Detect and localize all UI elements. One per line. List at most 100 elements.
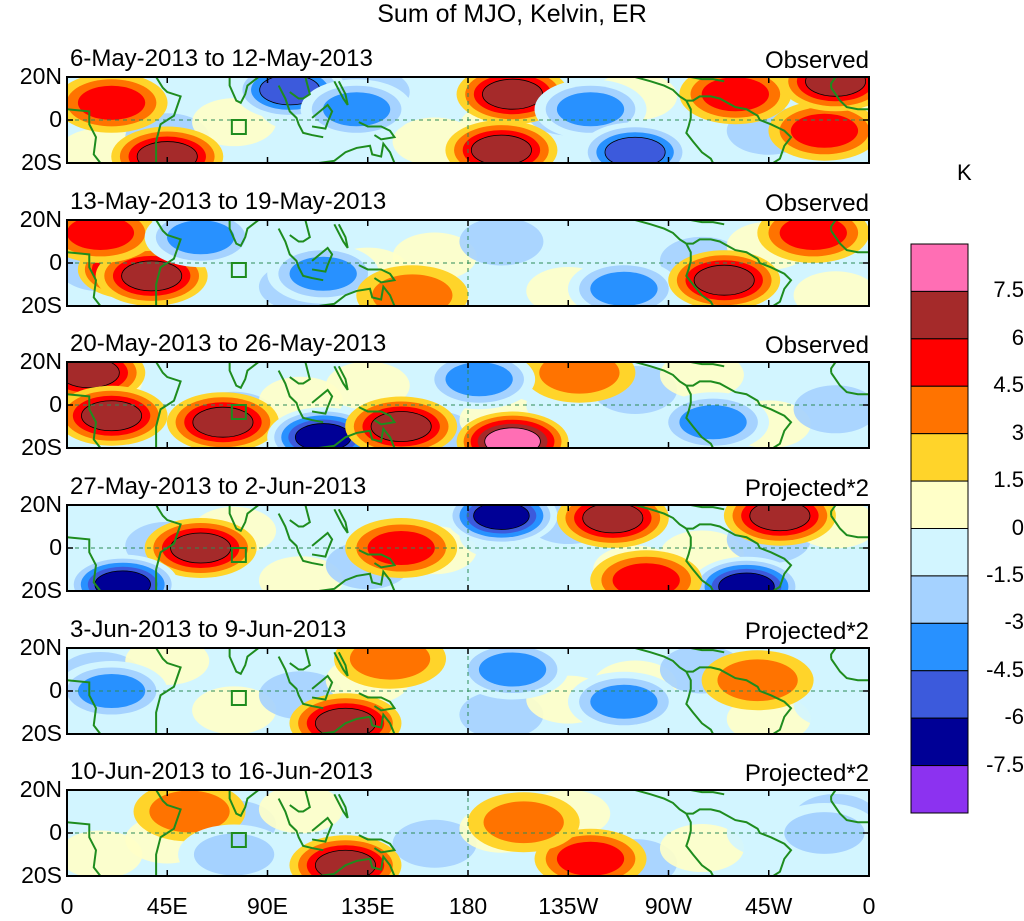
anomaly-anom-9 — [657, 392, 770, 448]
anomaly-anom-8 — [668, 250, 781, 306]
longitude-tick-label: 0 — [862, 893, 876, 919]
coastline — [830, 800, 869, 824]
anomaly-anom-6 — [723, 505, 836, 546]
latitude-tick-label: 20S — [21, 292, 62, 318]
contour-level — [478, 652, 547, 687]
index-box — [230, 119, 247, 135]
coastline — [634, 505, 793, 591]
contour-level — [582, 505, 644, 534]
anomaly-anom-7 — [567, 258, 680, 306]
coastline — [830, 372, 869, 396]
latitude-tick-label: 20N — [19, 491, 62, 517]
contour-level — [367, 530, 435, 566]
colorbar-swatch — [910, 385, 969, 435]
contour-level — [314, 707, 376, 734]
anomaly-anom-11 — [779, 77, 869, 112]
contour-level — [370, 411, 432, 442]
anomaly-anom-1 — [111, 126, 224, 163]
contour-level — [612, 563, 680, 591]
longitude-tick-label: 135W — [538, 893, 599, 919]
background-band — [459, 690, 544, 734]
latitude-tick-label: 20N — [19, 776, 62, 802]
tick-marks — [66, 504, 870, 592]
anomaly-anom-6 — [356, 265, 469, 306]
anomaly-field — [67, 790, 869, 876]
coastline — [358, 834, 397, 854]
latitude-tick-label: 20S — [21, 149, 62, 175]
anomaly-anom-7 — [523, 362, 636, 403]
coastline — [634, 790, 793, 876]
colorbar-swatch — [910, 670, 969, 719]
anomaly-anom-5 — [690, 556, 803, 591]
anomaly-anom-6 — [456, 411, 569, 448]
coastline — [634, 648, 793, 734]
coastline — [318, 854, 396, 876]
latitude-tick-label: 0 — [49, 819, 62, 845]
background-band — [793, 385, 869, 434]
panel-type-label: Projected*2 — [744, 618, 869, 645]
index-box — [230, 547, 247, 563]
anomaly-anom-4 — [300, 79, 413, 140]
contour-level — [192, 406, 254, 438]
contour-level — [693, 264, 755, 296]
coastline — [155, 505, 182, 591]
coastline — [227, 362, 261, 390]
anomaly-field — [67, 648, 869, 734]
coastline — [830, 220, 837, 231]
coastline — [311, 103, 334, 130]
coastline — [67, 393, 102, 448]
coastline — [311, 531, 334, 558]
coastline — [227, 648, 261, 676]
tick-marks — [66, 647, 870, 735]
coastlines — [67, 790, 869, 876]
anomaly-anom-7 — [345, 518, 458, 578]
contour-level — [372, 274, 453, 306]
contour-level — [784, 812, 865, 854]
coastline — [227, 77, 261, 105]
contour-level — [482, 78, 544, 110]
contour-level — [539, 362, 620, 394]
panel-date-range: 13-May-2013 to 19-May-2013 — [70, 188, 387, 215]
coastline — [67, 679, 102, 734]
longitude-tick-label: 90E — [247, 893, 288, 919]
coastlines — [67, 362, 869, 448]
coastline — [830, 230, 869, 254]
contour-level — [484, 427, 541, 448]
latitude-tick-label: 0 — [49, 534, 62, 560]
latitude-tick-label: 20S — [21, 720, 62, 746]
contour-level — [349, 648, 431, 680]
colorbar-swatch — [910, 765, 969, 814]
anomaly-anom-6 — [445, 120, 558, 163]
longitude-tick-label: 45E — [146, 893, 188, 919]
contour-level — [717, 659, 798, 702]
anomaly-anom-6 — [334, 648, 447, 689]
tick-marks — [66, 789, 870, 877]
panel-type-label: Observed — [764, 47, 869, 74]
colorbar-tick-label: 1.5 — [993, 467, 1024, 493]
contour-level — [149, 790, 230, 833]
coastline — [685, 100, 714, 163]
colorbar-tick-label: 3 — [1011, 419, 1024, 445]
anomaly-anom-2 — [67, 385, 168, 446]
colorbar-tick-label: 7.5 — [993, 277, 1024, 303]
latitude-tick-label: 20S — [21, 577, 62, 603]
coastline — [67, 536, 102, 591]
anomaly-anom-3 — [67, 220, 157, 263]
contour-level — [749, 505, 811, 532]
colorbar-swatch — [910, 243, 969, 292]
coastline — [289, 648, 311, 671]
colorbar-swatch — [910, 290, 969, 340]
map-panel-3 — [66, 361, 870, 449]
contour-level — [314, 849, 376, 876]
anomaly-anom-4 — [67, 554, 179, 591]
anomaly-anom-1 — [289, 835, 402, 876]
background-band — [793, 679, 869, 728]
contour-level — [322, 92, 391, 127]
longitude-tick-label: 180 — [448, 893, 488, 919]
anomaly-anom-2 — [67, 77, 168, 133]
anomaly-anom-9 — [679, 77, 792, 125]
coastline — [685, 243, 714, 306]
latitude-tick-label: 0 — [49, 677, 62, 703]
coastline — [289, 220, 311, 243]
